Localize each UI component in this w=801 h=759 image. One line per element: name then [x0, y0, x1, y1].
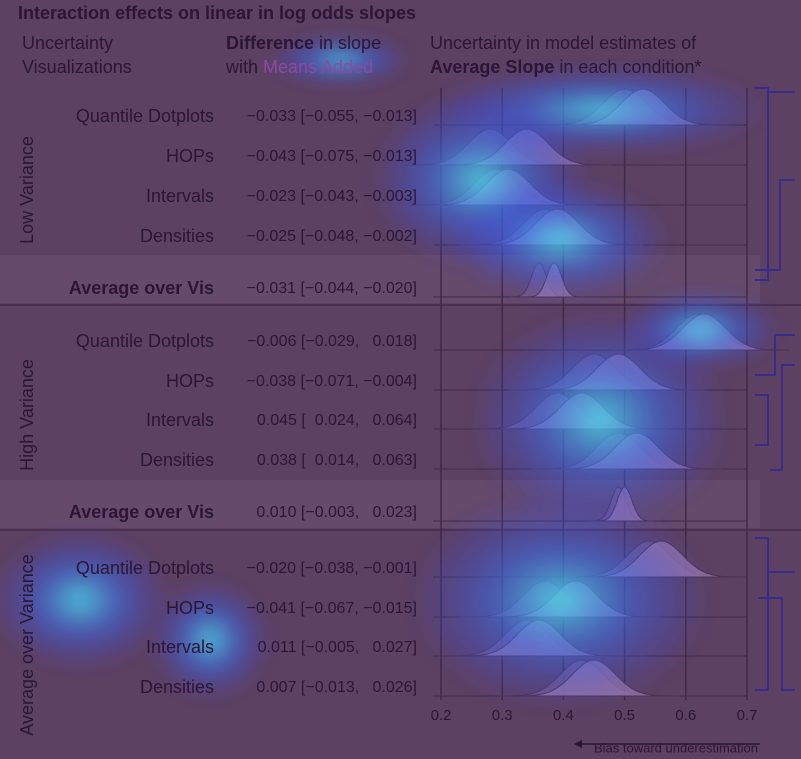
heat-blob	[450, 180, 670, 300]
bracket	[770, 364, 795, 471]
x-tick-label: 0.2	[431, 707, 452, 724]
row-label: HOPs	[166, 598, 214, 618]
estimate: 0.011 [−0.005, 0.027]	[258, 639, 417, 656]
row-label: HOPs	[166, 146, 214, 166]
estimate: −0.020 [−0.038, −0.001]	[247, 560, 417, 577]
estimate: 0.045 [ 0.024, 0.064]	[257, 412, 417, 429]
row-label: Average over Vis	[69, 502, 214, 522]
row-label: Intervals	[146, 186, 214, 206]
row-label: HOPs	[166, 371, 214, 391]
row-label: Densities	[140, 226, 214, 246]
estimate: −0.006 [−0.029, 0.018]	[247, 333, 417, 350]
heat-blob	[150, 580, 270, 700]
col-header-part: in each condition*	[554, 57, 701, 77]
row-label: Quantile Dotplots	[76, 558, 214, 578]
col-header-part: Average Slope	[430, 57, 554, 77]
estimate: −0.043 [−0.075, −0.013]	[247, 148, 417, 165]
row-label: Densities	[140, 450, 214, 470]
estimate: −0.031 [−0.044, −0.020]	[247, 280, 417, 297]
col-header: Visualizations	[22, 57, 132, 77]
x-tick-label: 0.4	[553, 707, 574, 724]
estimate: 0.007 [−0.013, 0.026]	[256, 679, 417, 696]
heat-blob	[410, 490, 710, 710]
axis-note: Bias toward underestimation	[594, 740, 758, 755]
group-label: Low Variance	[17, 136, 37, 244]
estimate: −0.025 [−0.048, −0.002]	[247, 228, 417, 245]
group-label: High Variance	[17, 359, 37, 471]
note-arrowhead	[574, 740, 582, 748]
bracket	[755, 87, 769, 281]
bracket	[755, 334, 795, 376]
col-header-part: Difference	[226, 33, 314, 53]
col-header: Average Slope in each condition*	[430, 57, 702, 77]
x-tick-label: 0.7	[737, 707, 758, 724]
bracket	[755, 394, 769, 446]
col-header: with Means Added	[225, 57, 373, 77]
estimate: −0.023 [−0.043, −0.003]	[247, 188, 417, 205]
x-tick-label: 0.5	[614, 707, 635, 724]
col-header-part: in slope	[314, 33, 381, 53]
group-label: Average over Variance	[17, 554, 37, 735]
x-tick-label: 0.6	[675, 707, 696, 724]
estimate: 0.010 [−0.003, 0.023]	[256, 504, 417, 521]
row-label: Densities	[140, 677, 214, 697]
brackets	[755, 87, 795, 691]
row-label: Average over Vis	[69, 278, 214, 298]
heat-blob	[620, 290, 780, 370]
row-label: Intervals	[146, 637, 214, 657]
estimate: −0.041 [−0.067, −0.015]	[247, 600, 417, 617]
col-header: Uncertainty in model estimates of	[430, 33, 697, 53]
bracket	[758, 597, 795, 691]
x-tick-label: 0.3	[492, 707, 513, 724]
heatmap-overlay	[0, 35, 780, 710]
heat-blob	[0, 530, 170, 670]
estimate: 0.038 [ 0.014, 0.063]	[257, 452, 417, 469]
bracket	[755, 179, 795, 271]
estimate: −0.033 [−0.055, −0.013]	[247, 108, 417, 125]
row-label: Intervals	[146, 410, 214, 430]
col-header: Difference in slope	[226, 33, 381, 53]
heat-blob	[270, 35, 410, 85]
col-header-part: with	[225, 57, 263, 77]
estimate: −0.038 [−0.071, −0.004]	[247, 373, 417, 390]
row-label: Quantile Dotplots	[76, 331, 214, 351]
title: Interaction effects on linear in log odd…	[18, 3, 416, 23]
row-label: Quantile Dotplots	[76, 106, 214, 126]
col-header-part: Means Added	[263, 57, 373, 77]
bracket	[755, 537, 769, 691]
col-header: Uncertainty	[22, 33, 113, 53]
